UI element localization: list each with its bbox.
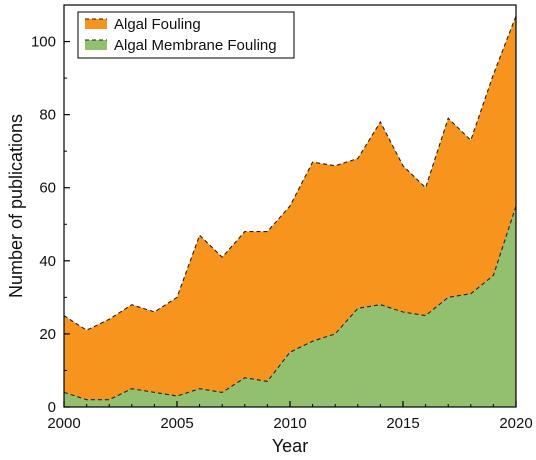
y-tick-label: 60 — [39, 180, 56, 197]
x-axis: 2000 2005 2010 2015 2020 — [47, 401, 533, 432]
x-tick-label: 2005 — [160, 415, 193, 432]
y-tick-label: 80 — [39, 107, 56, 124]
legend-label-algal-fouling: Algal Fouling — [114, 16, 201, 33]
legend-swatch-algal-membrane-fouling — [85, 40, 107, 50]
line-algal-fouling — [63, 15, 517, 331]
legend-box — [77, 11, 295, 59]
legend: Algal Fouling Algal Membrane Fouling — [77, 11, 295, 59]
x-tick-label: 2010 — [273, 415, 306, 432]
x-axis-title: Year — [272, 436, 308, 456]
y-tick-label: 40 — [39, 253, 56, 270]
y-axis: 0 20 40 60 80 100 — [31, 34, 70, 416]
x-tick-label: 2015 — [386, 415, 419, 432]
y-tick-label: 0 — [48, 399, 56, 416]
series-lines — [63, 15, 517, 401]
x-tick-label: 2000 — [47, 415, 80, 432]
area-algal-fouling — [64, 15, 516, 408]
legend-swatch-algal-fouling — [85, 19, 107, 29]
y-axis-title: Number of publications — [6, 114, 26, 298]
legend-label-algal-membrane-fouling: Algal Membrane Fouling — [114, 37, 277, 54]
y-tick-label: 20 — [39, 326, 56, 343]
y-tick-label: 100 — [31, 34, 56, 51]
x-tick-label: 2020 — [499, 415, 532, 432]
line-algal-membrane-fouling — [63, 205, 517, 401]
area-layer — [64, 15, 516, 408]
area-algal-membrane-fouling — [64, 206, 516, 407]
